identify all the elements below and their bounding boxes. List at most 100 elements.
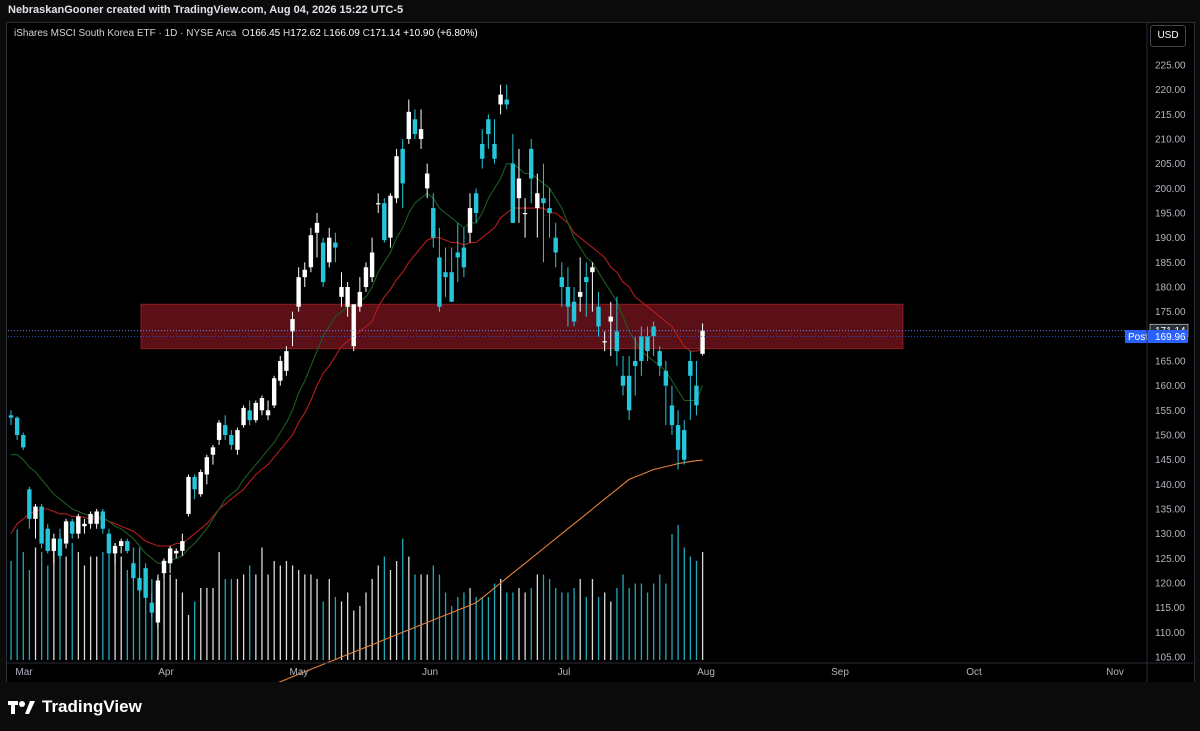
candle-body (167, 548, 173, 564)
candle-body (547, 208, 552, 213)
y-axis-tick-label: 175.00 (1155, 307, 1186, 318)
volume-bar (420, 574, 422, 660)
candle-body (229, 435, 234, 445)
volume-bar (218, 552, 220, 660)
candle-body (584, 277, 589, 283)
candle-body (614, 331, 620, 352)
candle-body (333, 242, 338, 248)
volume-bar (28, 570, 31, 660)
volume-bar (169, 574, 171, 660)
high-label: H (283, 28, 291, 39)
volume-bar (475, 597, 477, 660)
volume-bar (334, 597, 337, 660)
candle-body (382, 203, 387, 241)
candle-body (688, 361, 693, 376)
candle-body (492, 143, 497, 159)
candle-body (265, 410, 271, 416)
y-axis-tick-label: 135.00 (1155, 505, 1186, 516)
candle-body (302, 269, 307, 278)
volume-bar (457, 597, 459, 660)
volume-bar (402, 538, 404, 660)
volume-bar (10, 561, 12, 660)
candle-body (106, 533, 112, 554)
candle-body (510, 163, 516, 223)
volume-bar (610, 601, 612, 660)
candle-body (565, 287, 571, 307)
y-axis-tick-label: 125.00 (1155, 554, 1186, 565)
volume-bar (316, 579, 318, 660)
candle-body (522, 213, 528, 215)
candle-body (39, 506, 44, 544)
y-axis-tick-label: 110.00 (1155, 628, 1185, 639)
volume-bar (34, 547, 37, 660)
y-axis-tick-label: 150.00 (1155, 431, 1186, 442)
volume-bar (77, 552, 80, 660)
candle-body (516, 178, 522, 199)
candle-body (259, 398, 265, 411)
candle-body (339, 287, 344, 297)
volume-bar (242, 574, 245, 660)
volume-bar (695, 561, 698, 660)
change-value: +10.90 (+6.80%) (403, 28, 478, 39)
volume-bar (347, 592, 349, 660)
post-label-text: Post (1128, 332, 1148, 343)
time-axis-month-label: Nov (1106, 667, 1124, 678)
volume-bar (597, 597, 600, 660)
volume-bar (653, 583, 655, 660)
candle-body (535, 193, 540, 209)
y-axis-tick-label: 165.00 (1155, 357, 1186, 368)
volume-bar (187, 615, 190, 660)
volume-bar (200, 588, 202, 660)
candle-body (486, 119, 491, 135)
volume-bar (273, 561, 275, 660)
tradingview-icon (8, 701, 35, 714)
volume-bar (194, 601, 196, 660)
volume-bar (518, 588, 520, 660)
post-label-tag (1125, 330, 1150, 344)
y-axis-tick-label: 205.00 (1155, 159, 1186, 170)
ema-slow-line (10, 207, 703, 547)
currency-button[interactable]: USD (1150, 25, 1186, 47)
candle-body (645, 336, 650, 352)
volume-bar (261, 547, 263, 660)
candle-body (327, 237, 332, 263)
volume-bar (285, 561, 288, 660)
candle-body (235, 430, 240, 450)
volume-bar (579, 579, 581, 660)
volume-bar (163, 565, 165, 660)
candle-body (82, 523, 87, 527)
y-axis-tick-label: 190.00 (1155, 233, 1186, 244)
candle-body (394, 156, 399, 199)
volume-bar (665, 583, 667, 660)
volume-bar (175, 579, 177, 660)
volume-bar (310, 574, 312, 660)
tradingview-logo[interactable]: TradingView (8, 696, 142, 718)
candle-body (149, 602, 154, 613)
volume-bar (206, 588, 208, 660)
candle-body (216, 422, 222, 440)
volume-bar (53, 547, 55, 660)
y-axis-tick-label: 210.00 (1155, 135, 1186, 146)
volume-bar (659, 574, 661, 660)
volume-bar (536, 574, 539, 660)
y-axis-tick-label: 105.00 (1155, 653, 1186, 664)
volume-bar (634, 583, 636, 660)
volume-bar (622, 574, 624, 660)
candle-body (278, 361, 283, 381)
volume-bar (340, 601, 343, 660)
attribution-bar: NebraskanGooner created with TradingView… (0, 0, 1200, 22)
chart-panel[interactable] (6, 22, 1195, 684)
volume-bar (298, 570, 300, 660)
volume-bar (481, 597, 483, 660)
attribution-text: NebraskanGooner created with TradingView… (8, 4, 404, 16)
volume-bar (646, 592, 649, 660)
y-axis-tick-label: 155.00 (1155, 406, 1186, 417)
volume-bar (236, 579, 239, 660)
low-value: 166.09 (329, 28, 360, 39)
candle-body (498, 94, 503, 105)
candle-body (577, 291, 583, 297)
candle-body (143, 568, 148, 598)
time-axis-month-label: Mar (15, 667, 33, 678)
close-label: C (362, 28, 370, 39)
